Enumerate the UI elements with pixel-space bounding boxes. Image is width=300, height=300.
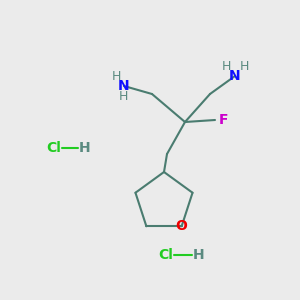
Text: H: H bbox=[239, 61, 249, 74]
Text: H: H bbox=[221, 61, 231, 74]
Text: N: N bbox=[118, 79, 130, 93]
Text: Cl: Cl bbox=[159, 248, 173, 262]
Text: O: O bbox=[176, 219, 188, 233]
Text: H: H bbox=[118, 89, 128, 103]
Text: H: H bbox=[79, 141, 91, 155]
Text: Cl: Cl bbox=[46, 141, 62, 155]
Text: N: N bbox=[229, 69, 241, 83]
Text: H: H bbox=[193, 248, 205, 262]
Text: H: H bbox=[111, 70, 121, 83]
Text: F: F bbox=[219, 113, 229, 127]
